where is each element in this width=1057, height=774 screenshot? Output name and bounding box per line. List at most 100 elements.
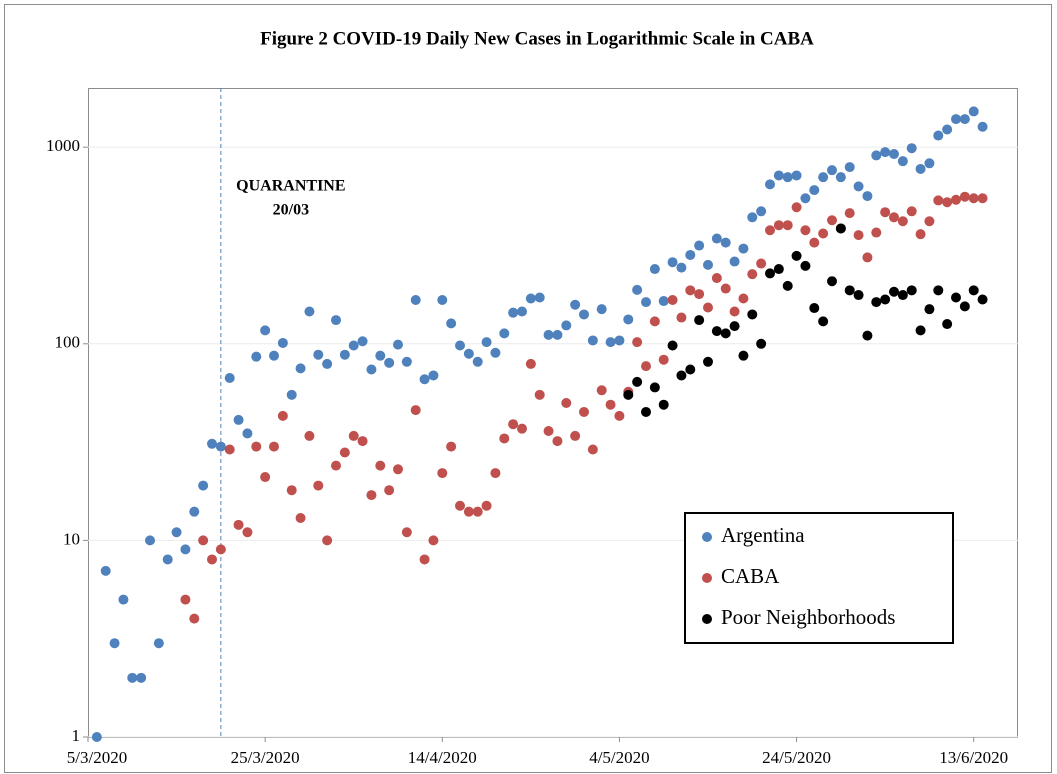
point [552, 436, 563, 447]
y-tick-label: 1 [72, 726, 81, 745]
point [720, 283, 731, 294]
point [525, 358, 536, 369]
point [676, 262, 687, 273]
point [906, 206, 917, 217]
point [844, 285, 855, 296]
y-tick-label: 1000 [46, 136, 80, 155]
point [623, 314, 634, 325]
point [959, 191, 970, 202]
y-tick-label: 100 [55, 333, 81, 352]
point [871, 297, 882, 308]
point [968, 285, 979, 296]
point [676, 370, 687, 381]
point [765, 179, 775, 190]
point [499, 433, 510, 444]
point [446, 318, 457, 329]
point [357, 436, 368, 447]
point [756, 258, 767, 269]
point [552, 329, 563, 340]
point [791, 250, 802, 261]
point [977, 193, 988, 204]
point [951, 292, 961, 303]
point [915, 229, 926, 240]
point [570, 430, 581, 441]
point [827, 165, 837, 176]
point [703, 259, 713, 270]
point [455, 340, 465, 351]
point [295, 363, 306, 374]
point [304, 430, 315, 441]
point [384, 485, 395, 496]
point [632, 284, 643, 295]
point [667, 257, 678, 268]
point [880, 147, 891, 158]
point [871, 150, 882, 161]
point [472, 506, 483, 517]
point [375, 350, 386, 361]
annotation-text: QUARANTINE [236, 178, 345, 195]
point [499, 328, 510, 339]
point [366, 490, 377, 501]
legend-label: CABA [721, 564, 780, 588]
point [773, 264, 784, 275]
point [871, 227, 882, 238]
point [153, 638, 164, 649]
x-tick-label: 13/6/2020 [939, 748, 1008, 767]
point [738, 243, 749, 254]
point [924, 158, 935, 169]
point [410, 295, 421, 306]
point [348, 340, 359, 351]
point [224, 444, 235, 455]
point [658, 296, 669, 307]
point [667, 340, 678, 351]
point [401, 356, 412, 367]
point [455, 500, 465, 511]
point [357, 336, 368, 347]
point [472, 356, 483, 367]
point [968, 193, 979, 204]
point [694, 315, 705, 326]
point [233, 414, 244, 425]
point [304, 306, 315, 317]
chart-border [4, 4, 1052, 773]
point [419, 554, 430, 565]
point [322, 358, 333, 369]
point [632, 376, 643, 387]
x-tick-label: 5/3/2020 [67, 748, 127, 767]
point [977, 121, 988, 132]
point [711, 326, 722, 337]
point [481, 337, 492, 348]
point [800, 225, 811, 236]
point [711, 273, 722, 284]
point [897, 216, 908, 227]
point [579, 309, 589, 320]
point [880, 294, 891, 305]
point [508, 307, 519, 318]
point [118, 594, 129, 605]
point [286, 485, 297, 496]
point [977, 294, 988, 305]
point [198, 535, 209, 546]
point [853, 290, 864, 301]
point [862, 330, 873, 341]
point [224, 372, 235, 383]
point [658, 399, 669, 410]
point [366, 364, 377, 375]
point [171, 527, 182, 538]
point [747, 309, 758, 320]
x-tick-label: 4/5/2020 [589, 748, 649, 767]
point [747, 269, 758, 280]
point [827, 276, 837, 287]
point [862, 191, 873, 202]
point [756, 206, 767, 217]
point [375, 460, 386, 471]
point [862, 252, 873, 263]
point [251, 351, 262, 362]
point [738, 293, 749, 304]
point [800, 193, 811, 204]
point [410, 405, 421, 416]
point [260, 325, 271, 336]
point [384, 357, 395, 368]
point [968, 106, 979, 117]
point [703, 302, 713, 313]
